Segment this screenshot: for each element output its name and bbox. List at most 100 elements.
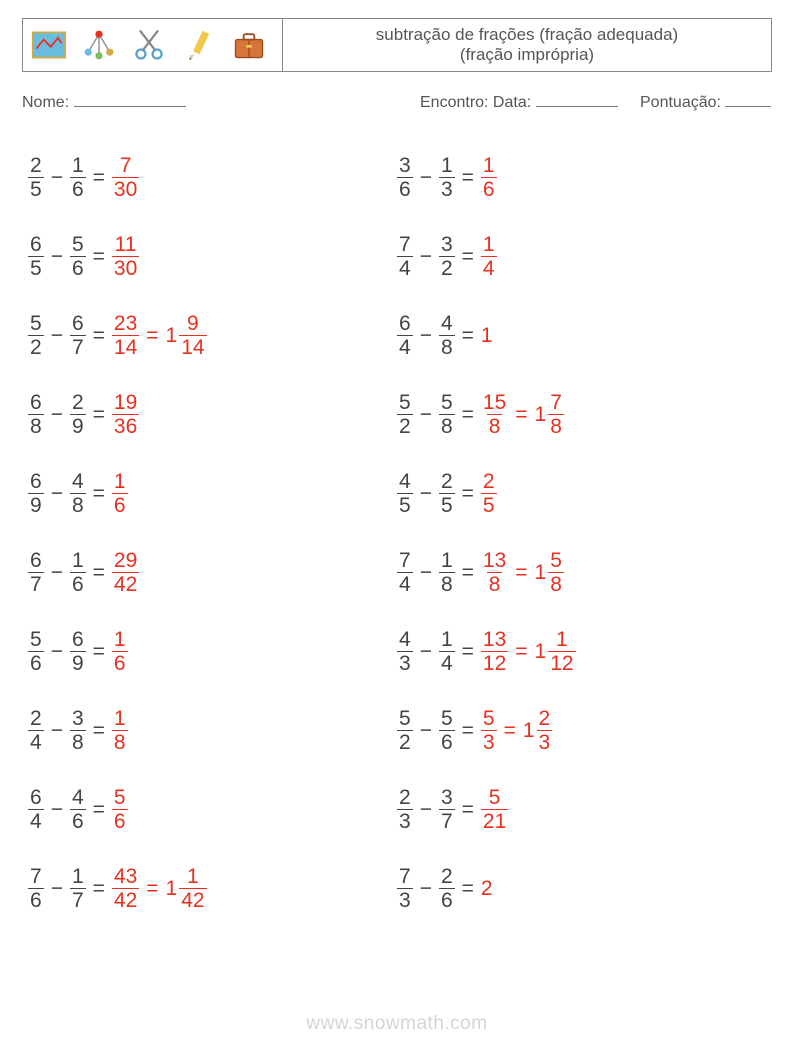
minus-operator: − — [51, 482, 63, 506]
equals-sign: = — [462, 245, 474, 269]
minus-operator: − — [420, 798, 432, 822]
fraction: 56 — [70, 234, 86, 279]
title-line-2: (fração imprópria) — [460, 45, 594, 65]
fraction: 69 — [28, 471, 44, 516]
fraction: 1312 — [481, 629, 508, 674]
fraction: 64 — [28, 787, 44, 832]
equals-sign: = — [462, 403, 474, 427]
score-field: Pontuação: — [640, 94, 772, 112]
mixed-whole: 1 — [166, 324, 178, 348]
fraction: 37 — [439, 787, 455, 832]
fraction: 24 — [28, 708, 44, 753]
problem-row: 69−48 = 16 — [28, 454, 397, 533]
name-blank — [74, 106, 186, 107]
equals-sign: = — [462, 166, 474, 190]
minus-operator: − — [420, 166, 432, 190]
fraction: 18 — [439, 550, 455, 595]
problem-row: 45−25=25 — [397, 454, 772, 533]
equals-sign: = — [462, 798, 474, 822]
fraction: 46 — [70, 787, 86, 832]
fraction: 53 — [481, 708, 497, 753]
mixed-whole: 1 — [535, 561, 547, 585]
equals-sign: = — [93, 482, 105, 506]
fraction: 23 — [537, 708, 553, 753]
pencil-icon — [181, 27, 217, 63]
answer: 1 — [481, 323, 495, 347]
answer: 1130 — [112, 234, 139, 279]
fraction: 48 — [70, 471, 86, 516]
answer: 1936 — [112, 392, 139, 437]
minus-operator: − — [420, 561, 432, 585]
fraction: 14 — [439, 629, 455, 674]
fraction: 68 — [28, 392, 44, 437]
problem-row: 73−26=2 — [397, 849, 772, 928]
fraction: 58 — [548, 550, 564, 595]
minus-operator: − — [420, 245, 432, 269]
fraction: 29 — [70, 392, 86, 437]
header-bar: subtração de frações (fração adequada) (… — [22, 18, 772, 72]
mixed-whole: 1 — [535, 640, 547, 664]
answer: 16 — [112, 629, 128, 674]
answer: 2314=1914 — [112, 313, 207, 358]
fraction: 52 — [397, 708, 413, 753]
fraction: 2942 — [112, 550, 139, 595]
problem-row: 74−18=138=158 — [397, 533, 772, 612]
equals-sign: = — [93, 640, 105, 664]
answer: 2942 — [112, 550, 139, 595]
problem-row: 64−48=1 — [397, 296, 772, 375]
fraction: 56 — [112, 787, 128, 832]
mixed-whole: 1 — [166, 877, 178, 901]
fraction: 65 — [28, 234, 44, 279]
fraction: 32 — [439, 234, 455, 279]
answer-integer: 2 — [481, 877, 493, 901]
problems-grid: 25−16=73065−56=113052−67=2314=191468−29=… — [22, 138, 772, 928]
answer: 53=123 — [481, 708, 552, 753]
answer: 18 — [112, 708, 128, 753]
fraction: 158 — [481, 392, 508, 437]
minus-operator: − — [420, 877, 432, 901]
equals-sign: = — [93, 798, 105, 822]
fraction: 142 — [179, 866, 206, 911]
equals-sign: = — [93, 719, 105, 743]
network-icon — [81, 27, 117, 63]
minus-operator: − — [51, 245, 63, 269]
answer: 158 = 178 — [481, 392, 564, 437]
equals-sign: = — [146, 877, 158, 901]
fraction: 56 — [439, 708, 455, 753]
fraction: 25 — [28, 155, 44, 200]
equals-sign: = — [462, 640, 474, 664]
fraction: 112 — [548, 629, 575, 674]
date-blank — [536, 106, 618, 107]
fraction: 78 — [548, 392, 564, 437]
answer: 56 — [112, 787, 128, 832]
problem-row: 52−67=2314=1914 — [28, 296, 397, 375]
equals-sign: = — [93, 561, 105, 585]
answer: 730 — [112, 155, 139, 200]
fraction: 138 — [481, 550, 508, 595]
fraction: 52 — [397, 392, 413, 437]
fraction: 25 — [439, 471, 455, 516]
fraction: 67 — [28, 550, 44, 595]
equals-sign: = — [93, 877, 105, 901]
minus-operator: − — [420, 324, 432, 348]
fraction: 17 — [70, 866, 86, 911]
mixed-whole: 1 — [535, 403, 547, 427]
minus-operator: − — [51, 877, 63, 901]
equals-sign: = — [93, 245, 105, 269]
score-label: Pontuação: — [640, 94, 721, 111]
problem-row: 67−16=2942 — [28, 533, 397, 612]
answer: 2 — [481, 876, 495, 900]
fraction: 74 — [397, 234, 413, 279]
equals-sign: = — [515, 403, 527, 427]
worksheet-page: subtração de frações (fração adequada) (… — [0, 0, 794, 928]
problem-row: 52−58=158=178 — [397, 375, 772, 454]
fraction: 64 — [397, 313, 413, 358]
problem-row: 43−14=1312=1112 — [397, 612, 772, 691]
minus-operator: − — [420, 482, 432, 506]
fraction: 18 — [112, 708, 128, 753]
fraction: 16 — [70, 155, 86, 200]
answer: 16 — [112, 471, 128, 516]
equals-sign: = — [515, 561, 527, 585]
problem-row: 74−32=14 — [397, 217, 772, 296]
fraction: 43 — [397, 629, 413, 674]
